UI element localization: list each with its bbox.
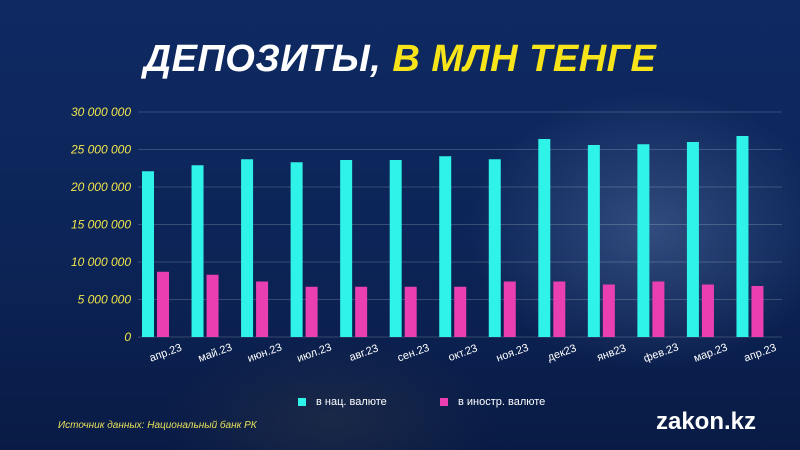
bar-national bbox=[142, 171, 154, 337]
legend-label-foreign: в иностр. валюте bbox=[458, 396, 546, 408]
bar-foreign bbox=[652, 281, 665, 337]
bar-foreign bbox=[553, 281, 566, 337]
bar-foreign bbox=[701, 284, 714, 337]
x-tick-label: авг.23 bbox=[348, 342, 380, 364]
bar-national bbox=[488, 159, 501, 337]
y-tick-label: 0 bbox=[124, 330, 131, 344]
x-tick-label: апр.23 bbox=[742, 342, 778, 365]
x-tick-label: окт.23 bbox=[447, 342, 479, 364]
legend-swatch-national bbox=[298, 398, 306, 407]
x-tick-label: мар.23 bbox=[692, 342, 729, 365]
x-tick-label: ноя.23 bbox=[495, 342, 531, 365]
legend-item-foreign: в иностр. валюте bbox=[440, 396, 545, 408]
bar-national bbox=[340, 160, 353, 337]
y-tick-label: 20 000 000 bbox=[70, 180, 131, 194]
bar-national bbox=[686, 142, 699, 337]
bar-foreign bbox=[454, 286, 467, 337]
bar-national bbox=[637, 144, 650, 337]
bar-national bbox=[241, 159, 254, 337]
bar-national bbox=[538, 139, 551, 337]
y-tick-label: 30 000 000 bbox=[71, 105, 131, 119]
bar-foreign bbox=[157, 271, 169, 337]
data-source: Источник данных: Национальный банк РК bbox=[58, 420, 257, 431]
bar-foreign bbox=[404, 286, 417, 337]
bar-national bbox=[389, 160, 402, 337]
legend-swatch-foreign bbox=[440, 398, 448, 407]
x-tick-label: май.23 bbox=[197, 342, 234, 365]
x-tick-label: апр.23 bbox=[148, 342, 184, 365]
bar-foreign bbox=[355, 286, 368, 337]
bar-national bbox=[191, 165, 204, 337]
bar-foreign bbox=[206, 274, 219, 337]
x-tick-label: янв23 bbox=[595, 342, 627, 364]
title-part-yellow: В МЛН ТЕНГЕ bbox=[392, 38, 657, 80]
y-tick-label: 25 000 000 bbox=[70, 143, 131, 157]
title-part-white: ДЕПОЗИТЫ, bbox=[143, 38, 393, 80]
brand-logo: zakon.kz bbox=[655, 408, 756, 435]
y-tick-label: 10 000 000 bbox=[71, 255, 131, 269]
y-tick-label: 5 000 000 bbox=[78, 293, 132, 307]
y-tick-label: 15 000 000 bbox=[71, 218, 131, 232]
bar-national bbox=[439, 156, 452, 337]
x-tick-label: дек23 bbox=[546, 342, 578, 363]
bar-national bbox=[736, 136, 749, 337]
bar-national bbox=[290, 162, 303, 337]
x-tick-label: июн.23 bbox=[246, 341, 284, 365]
x-tick-label: июл.23 bbox=[295, 341, 333, 365]
chart-title: ДЕПОЗИТЫ, В МЛН ТЕНГЕ bbox=[0, 38, 800, 81]
bar-foreign bbox=[305, 286, 318, 337]
bar-foreign bbox=[751, 286, 764, 337]
x-tick-label: фев.23 bbox=[642, 341, 680, 365]
bar-national bbox=[587, 145, 600, 337]
legend-item-national: в нац. валюте bbox=[298, 396, 387, 408]
bar-foreign bbox=[503, 281, 516, 337]
bar-foreign bbox=[256, 281, 269, 337]
legend-label-national: в нац. валюте bbox=[316, 396, 387, 408]
x-tick-label: сен.23 bbox=[396, 342, 431, 365]
bar-foreign bbox=[602, 284, 615, 337]
